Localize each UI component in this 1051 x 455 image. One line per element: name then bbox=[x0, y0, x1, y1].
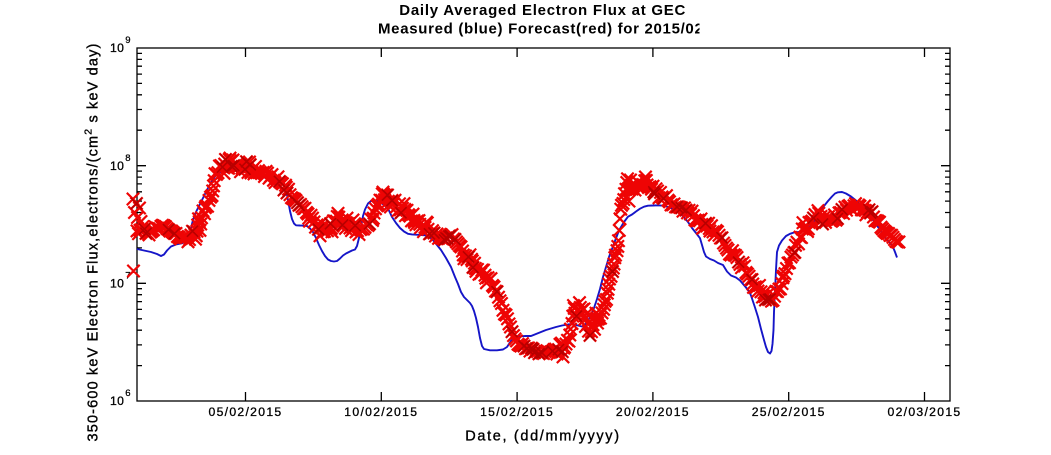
svg-text:02/03/2015: 02/03/2015 bbox=[888, 405, 962, 419]
svg-text:Daily Averaged Electron Flux a: Daily Averaged Electron Flux at GEC bbox=[399, 2, 686, 19]
svg-text:05/02/2015: 05/02/2015 bbox=[209, 405, 283, 419]
svg-text:15/02/2015: 15/02/2015 bbox=[480, 405, 554, 419]
svg-text:350-600 keV Electron Flux,elec: 350-600 keV Electron Flux,electrons/(cm2… bbox=[83, 43, 102, 442]
svg-text:25/02/2015: 25/02/2015 bbox=[752, 405, 826, 419]
svg-text:10: 10 bbox=[110, 41, 124, 55]
svg-text:10: 10 bbox=[110, 277, 124, 291]
svg-text:10/02/2015: 10/02/2015 bbox=[344, 405, 418, 419]
svg-text:6: 6 bbox=[125, 388, 130, 399]
svg-text:Date, (dd/mm/yyyy): Date, (dd/mm/yyyy) bbox=[465, 429, 620, 445]
svg-text:20/02/2015: 20/02/2015 bbox=[616, 405, 690, 419]
svg-text:8: 8 bbox=[125, 153, 130, 164]
svg-text:9: 9 bbox=[125, 35, 130, 46]
svg-text:10: 10 bbox=[110, 394, 124, 408]
svg-text:10: 10 bbox=[110, 159, 124, 173]
svg-text:Measured (blue) Forecast(red): Measured (blue) Forecast(red) for 2015/0… bbox=[378, 20, 703, 37]
